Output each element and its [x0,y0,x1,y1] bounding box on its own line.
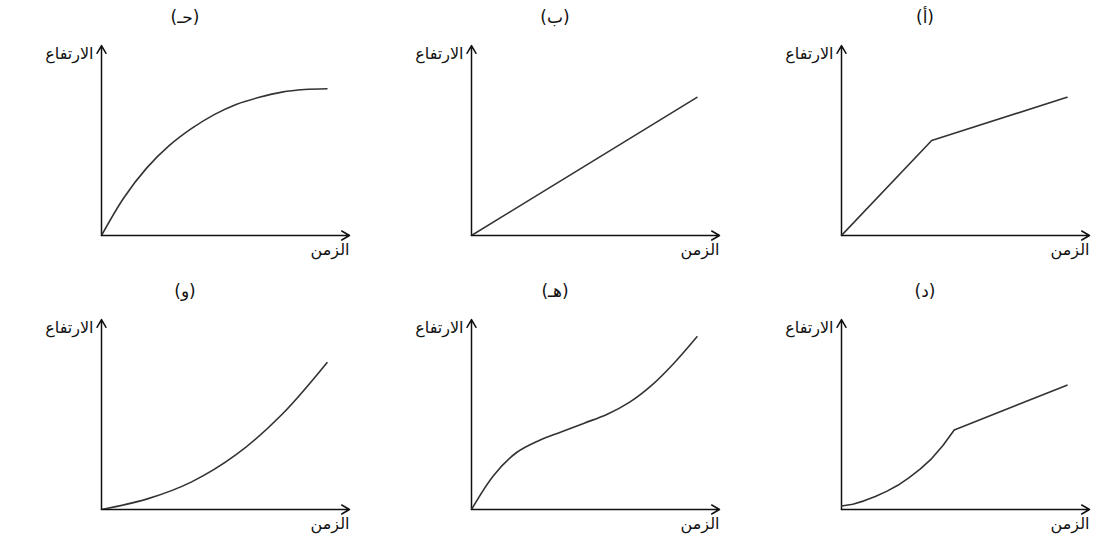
svg-text:الارتفاع: الارتفاع [785,44,833,64]
svg-text:الارتفاع: الارتفاع [45,44,93,64]
svg-text:الزمن: الزمن [681,514,720,534]
svg-text:الزمن: الزمن [311,240,350,260]
svg-text:الارتفاع: الارتفاع [415,318,463,338]
html-text:(د): (د) [914,281,936,301]
svg-text:الارتفاع: الارتفاع [785,318,833,338]
html-text:(ب): (ب) [540,7,570,27]
html-text:(و): (و) [174,281,196,301]
svg-text:الزمن: الزمن [1051,240,1090,260]
svg-text:الزمن: الزمن [1051,514,1090,534]
svg-text:الزمن: الزمن [681,240,720,260]
svg-text:الارتفاع: الارتفاع [415,44,463,64]
html-text:(أ): (أ) [916,7,934,27]
svg-text:الارتفاع: الارتفاع [45,318,93,338]
html-text:(حـ): (حـ) [170,7,200,27]
html-text:(هـ): (هـ) [541,281,569,301]
svg-text:الزمن: الزمن [311,514,350,534]
